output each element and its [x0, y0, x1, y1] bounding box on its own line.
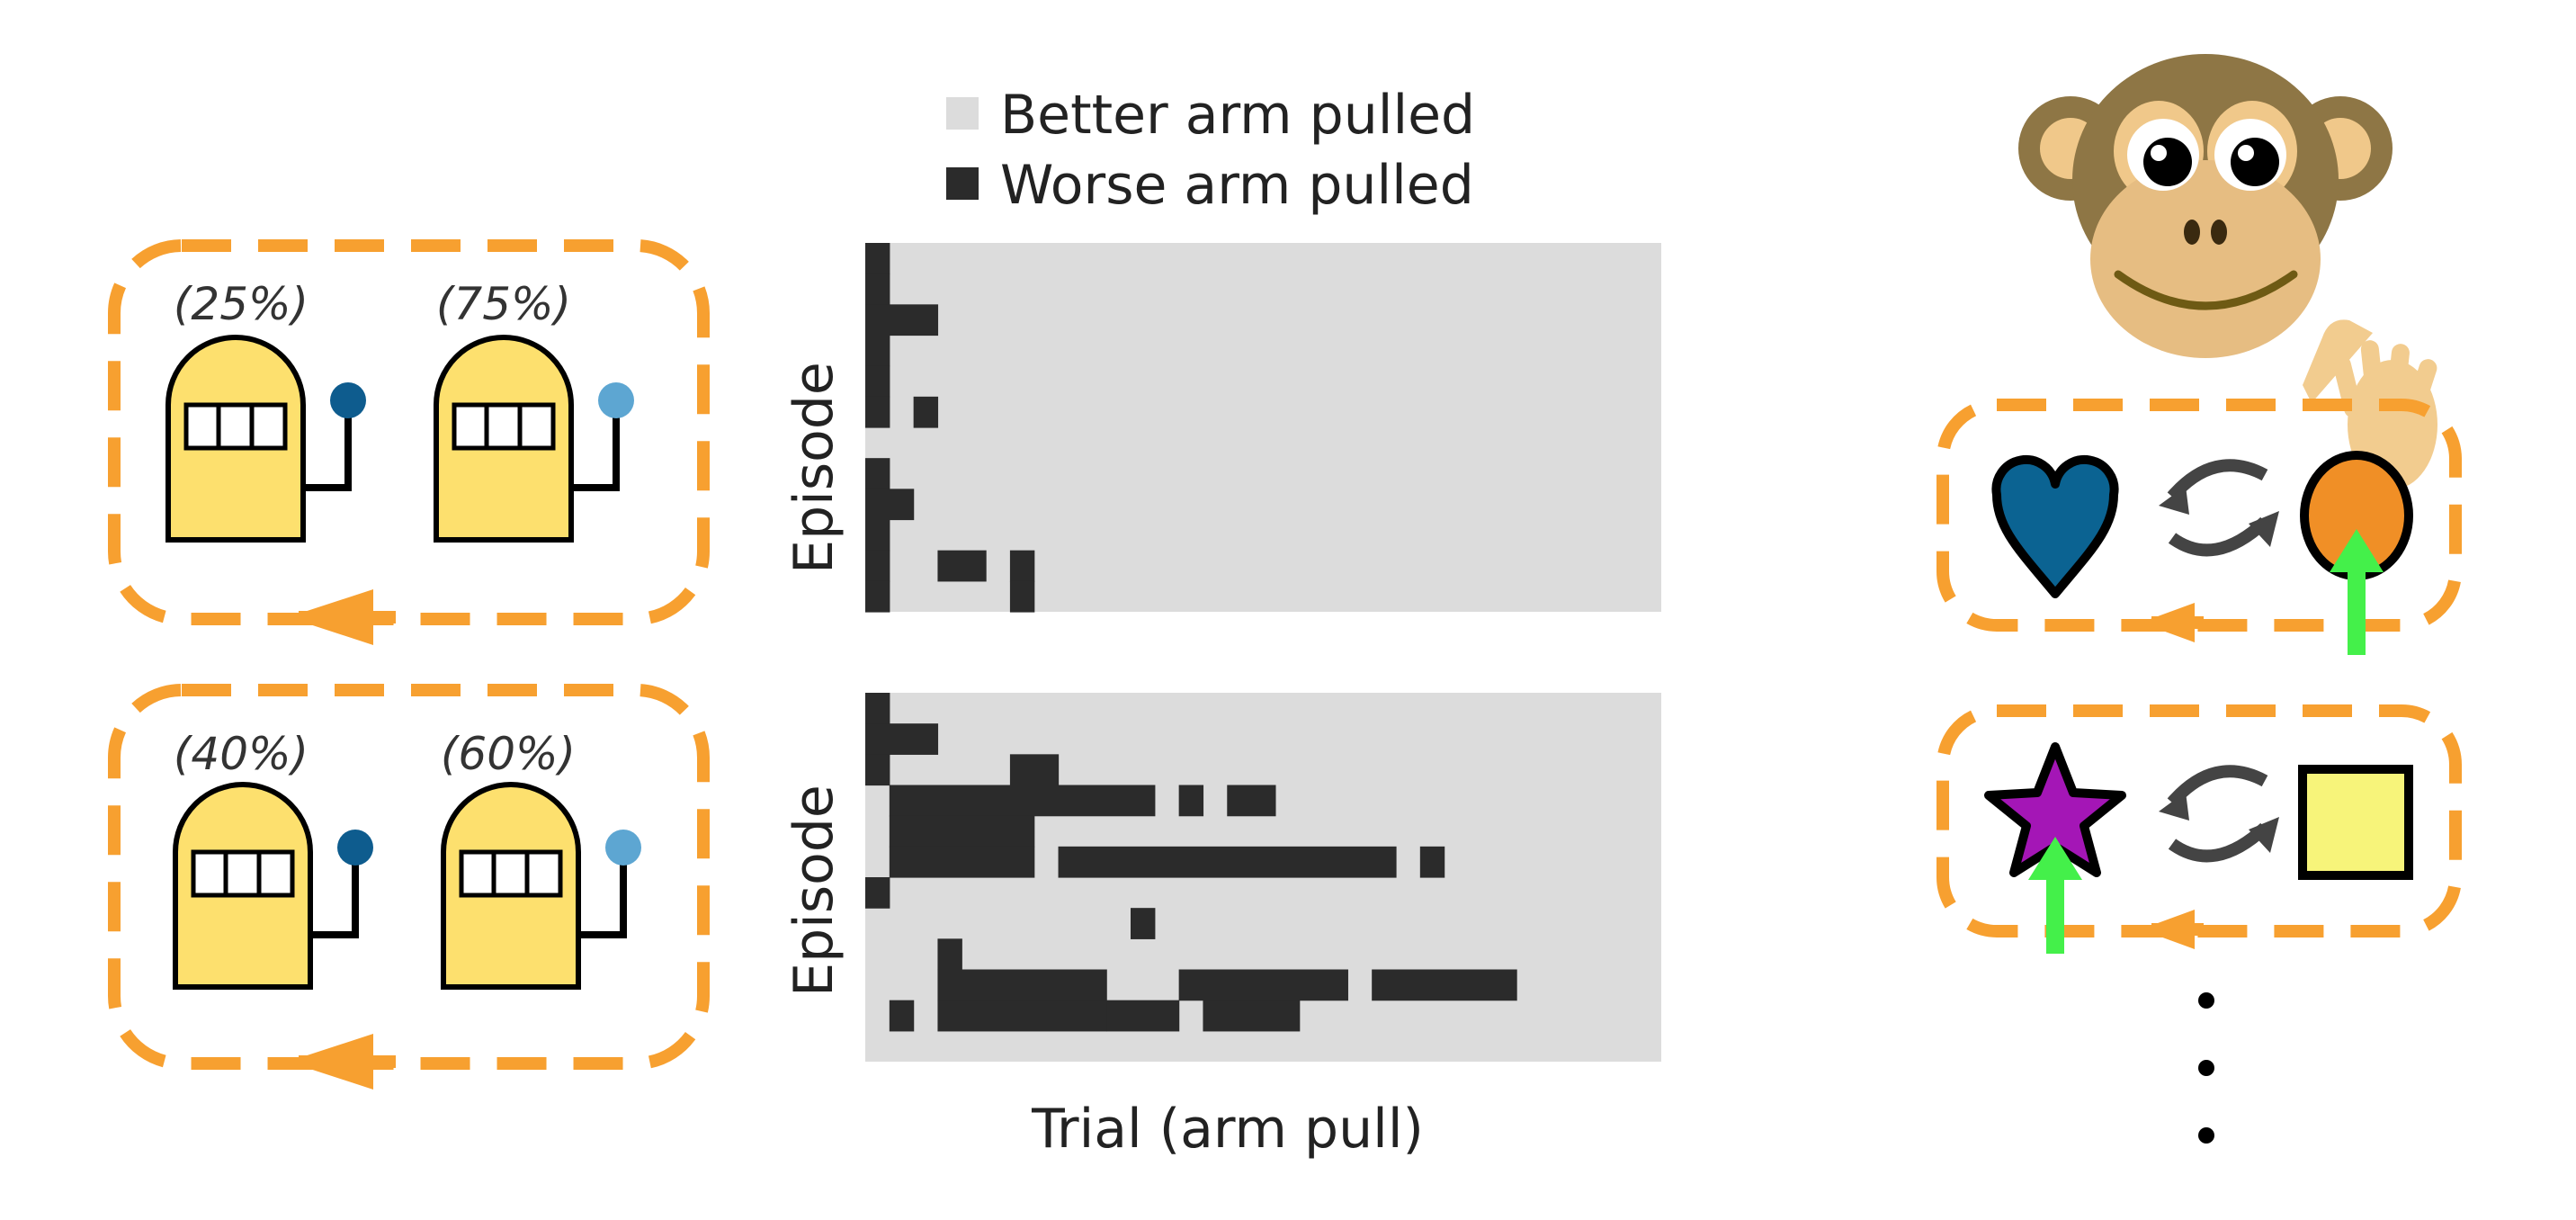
- worse-arm-cell: [1372, 969, 1517, 1001]
- worse-arm-cell: [865, 458, 890, 489]
- monkey-muzzle: [2090, 160, 2321, 358]
- heatmap-panel-2: Episode: [783, 693, 1661, 1062]
- worse-arm-cell: [1227, 785, 1276, 817]
- shape-task-2-arrow-icon: [2141, 910, 2204, 949]
- worse-arm-cell: [1419, 846, 1445, 878]
- bandit-1-arrow-icon: [288, 589, 396, 645]
- x-axis-label: Trial (arm pull): [1031, 1098, 1424, 1161]
- worse-arm-cell: [865, 550, 890, 582]
- worse-arm-cell: [865, 723, 939, 755]
- worse-arm-cell: [1203, 1000, 1301, 1032]
- swap-arrows-icon: [2159, 771, 2279, 856]
- monkey-smile: [2114, 270, 2298, 310]
- worse-arm-cell: [937, 550, 987, 582]
- worse-arm-cell: [913, 396, 939, 428]
- shape-task-2: [1936, 704, 2462, 954]
- worse-arm-cell: [1009, 754, 1060, 786]
- slot-machine-3-knob: [337, 830, 373, 866]
- worse-arm-cell: [865, 365, 890, 398]
- slot-machine-2-knob: [598, 382, 634, 418]
- slot-machine-4-icon: [443, 785, 641, 987]
- ellipsis-dots: [2198, 992, 2214, 1144]
- heatmap-1-background: [865, 243, 1661, 612]
- slot-machine-4-knob: [605, 830, 641, 866]
- worse-arm-cell: [865, 489, 915, 521]
- heatmap-2-cells: [865, 693, 1517, 1032]
- green-arrow-icon: [2330, 529, 2384, 655]
- heatmap-1-cells: [865, 243, 1035, 613]
- worse-arm-cell: [937, 969, 1107, 1001]
- worse-arm-cell: [1009, 580, 1035, 613]
- swap-arrows-icon: [2159, 465, 2279, 550]
- arm-probability-label: (40%): [174, 728, 309, 780]
- legend-swatch-worse: [946, 167, 979, 200]
- worse-arm-cell: [1131, 908, 1156, 939]
- worse-arm-cell: [937, 938, 962, 971]
- monkey-icon: [2018, 54, 2393, 358]
- worse-arm-cell: [1009, 550, 1035, 582]
- worse-arm-cell: [865, 754, 890, 786]
- bandit-task-2: (40%) (60%): [108, 684, 710, 1090]
- worse-arm-cell: [865, 519, 890, 552]
- worse-arm-cell: [937, 1000, 1107, 1032]
- y-axis-label: Episode: [783, 362, 845, 574]
- slot-machine-3-icon: [175, 785, 373, 987]
- heatmap-panel-1: Episode: [783, 243, 1661, 613]
- bandit-2-arrow-icon: [288, 1034, 396, 1090]
- legend: Better arm pulled Worse arm pulled: [946, 84, 1475, 217]
- worse-arm-cell: [865, 396, 890, 428]
- legend-label-better: Better arm pulled: [1000, 84, 1475, 147]
- shape-task-1-arrow-icon: [2141, 603, 2204, 642]
- slot-machine-1-icon: [168, 337, 366, 540]
- green-arrow-icon: [2028, 837, 2082, 954]
- worse-arm-cell: [865, 304, 939, 336]
- y-axis-label: Episode: [783, 785, 845, 997]
- worse-arm-cell: [865, 580, 890, 613]
- worse-arm-cell: [865, 274, 890, 305]
- worse-arm-cell: [865, 693, 890, 724]
- legend-label-worse: Worse arm pulled: [1000, 154, 1474, 217]
- worse-arm-cell: [889, 846, 1035, 878]
- arm-probability-label: (60%): [441, 728, 576, 780]
- worse-arm-cell: [889, 815, 1035, 848]
- shape-task-1: [1936, 399, 2462, 655]
- arm-probability-label: (25%): [174, 278, 309, 330]
- slot-machine-2-icon: [436, 337, 634, 540]
- worse-arm-cell: [889, 1000, 915, 1032]
- worse-arm-cell: [1178, 969, 1348, 1001]
- heart-icon: [1991, 454, 2119, 598]
- arm-probability-label: (75%): [436, 278, 571, 330]
- slot-machine-1-knob: [330, 382, 366, 418]
- legend-swatch-better: [946, 97, 979, 130]
- bandit-task-1: (25%) (75%): [108, 239, 710, 645]
- square-icon: [2298, 765, 2413, 880]
- worse-arm-cell: [865, 243, 890, 274]
- worse-arm-cell: [865, 335, 890, 367]
- worse-arm-cell: [865, 877, 890, 909]
- worse-arm-cell: [1058, 846, 1397, 878]
- worse-arm-cell: [1106, 1000, 1180, 1032]
- worse-arm-cell: [1178, 785, 1204, 817]
- worse-arm-cell: [889, 785, 1156, 817]
